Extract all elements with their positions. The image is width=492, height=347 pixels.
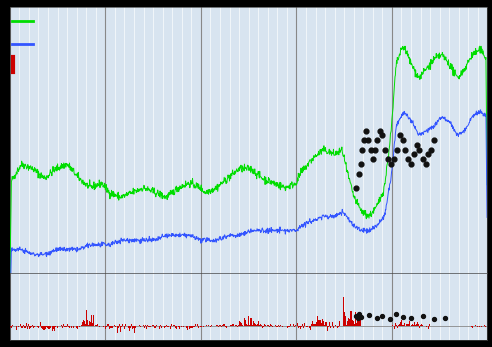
Point [401, 147, 409, 152]
Point [410, 152, 418, 157]
Point [364, 137, 372, 143]
Point [386, 316, 394, 322]
Point [396, 133, 403, 138]
Point [422, 161, 430, 167]
Point [365, 313, 373, 318]
Point [441, 315, 449, 321]
Point [352, 313, 360, 319]
Point [358, 147, 366, 152]
Point [419, 313, 427, 319]
Point [427, 147, 435, 152]
Point [362, 128, 370, 134]
Point [354, 315, 362, 321]
Point [381, 147, 389, 152]
Point [387, 161, 395, 167]
Point [424, 152, 432, 157]
Point [430, 137, 438, 143]
Point [399, 137, 406, 143]
Point [378, 133, 386, 138]
Point [400, 314, 407, 320]
Point [367, 147, 374, 152]
Point [430, 316, 438, 322]
Point [407, 315, 415, 321]
Point [413, 142, 421, 148]
Point [369, 156, 377, 162]
Point [357, 161, 365, 167]
Point [378, 313, 386, 319]
Point [361, 137, 369, 143]
Point [357, 314, 365, 320]
Point [356, 312, 364, 317]
Point [373, 137, 381, 143]
Point [356, 171, 364, 176]
Point [376, 128, 384, 134]
Point [392, 312, 400, 317]
Point [407, 161, 415, 167]
Point [404, 156, 412, 162]
Point [373, 315, 381, 321]
Point [393, 147, 400, 152]
Point [416, 147, 424, 152]
Point [419, 156, 427, 162]
Point [384, 156, 392, 162]
Point [390, 156, 398, 162]
Point [352, 185, 360, 191]
Point [371, 147, 379, 152]
